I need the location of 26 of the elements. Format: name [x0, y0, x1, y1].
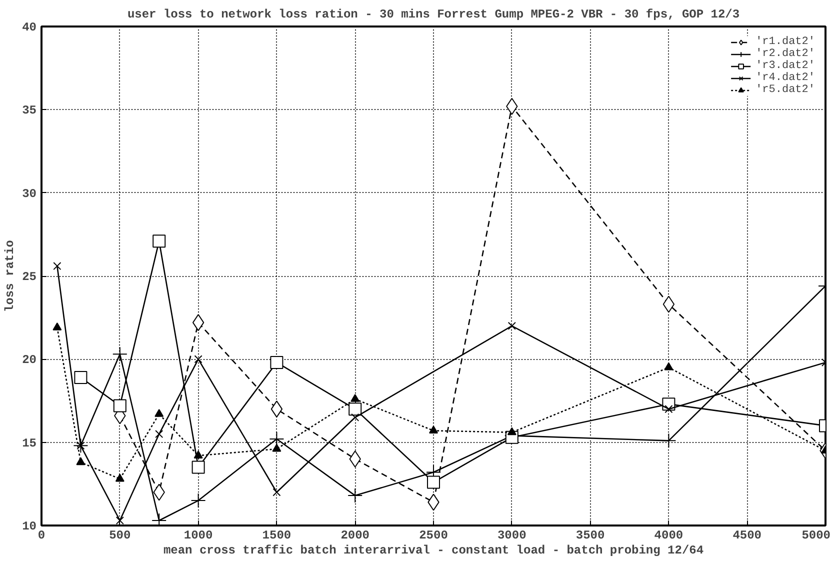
y-tick-label: 40: [22, 20, 37, 34]
y-tick-label: 10: [22, 520, 37, 534]
y-axis-title: loss ratio: [3, 240, 18, 312]
legend-label: 'r3.dat2': [756, 60, 815, 72]
legend-label: 'r1.dat2': [756, 36, 815, 48]
x-tick-label: 3000: [498, 528, 526, 542]
y-tick-label: 20: [22, 353, 37, 368]
x-tick-label: 4000: [654, 528, 684, 542]
legend-label: 'r5.dat2': [756, 84, 815, 96]
x-tick-label: 500: [109, 528, 131, 542]
x-tick-label: 4500: [732, 528, 762, 542]
y-tick-label: 25: [22, 270, 37, 284]
x-tick-label: 5000: [802, 528, 831, 542]
x-tick-label: 2000: [340, 528, 370, 542]
legend-label: 'r2.dat2': [756, 48, 815, 60]
chart-title: user loss to network loss ration - 30 mins Forrest Gump MPEG-2 VBR - 30 fps, GOP 12/3: [127, 8, 740, 22]
y-tick-label: 30: [22, 186, 37, 201]
x-tick-label: 3500: [576, 528, 605, 542]
x-tick-label: 2500: [419, 528, 448, 542]
x-tick-label: 1000: [184, 528, 213, 542]
x-tick-label: 0: [38, 528, 46, 542]
y-tick-label: 35: [22, 104, 37, 118]
y-tick-label: 15: [22, 436, 37, 450]
legend-label: 'r4.dat2': [756, 72, 815, 84]
x-axis-title: mean cross traffic batch interarrival - constant load - batch probing 12/64: [163, 544, 704, 558]
x-tick-label: 1500: [262, 528, 292, 542]
